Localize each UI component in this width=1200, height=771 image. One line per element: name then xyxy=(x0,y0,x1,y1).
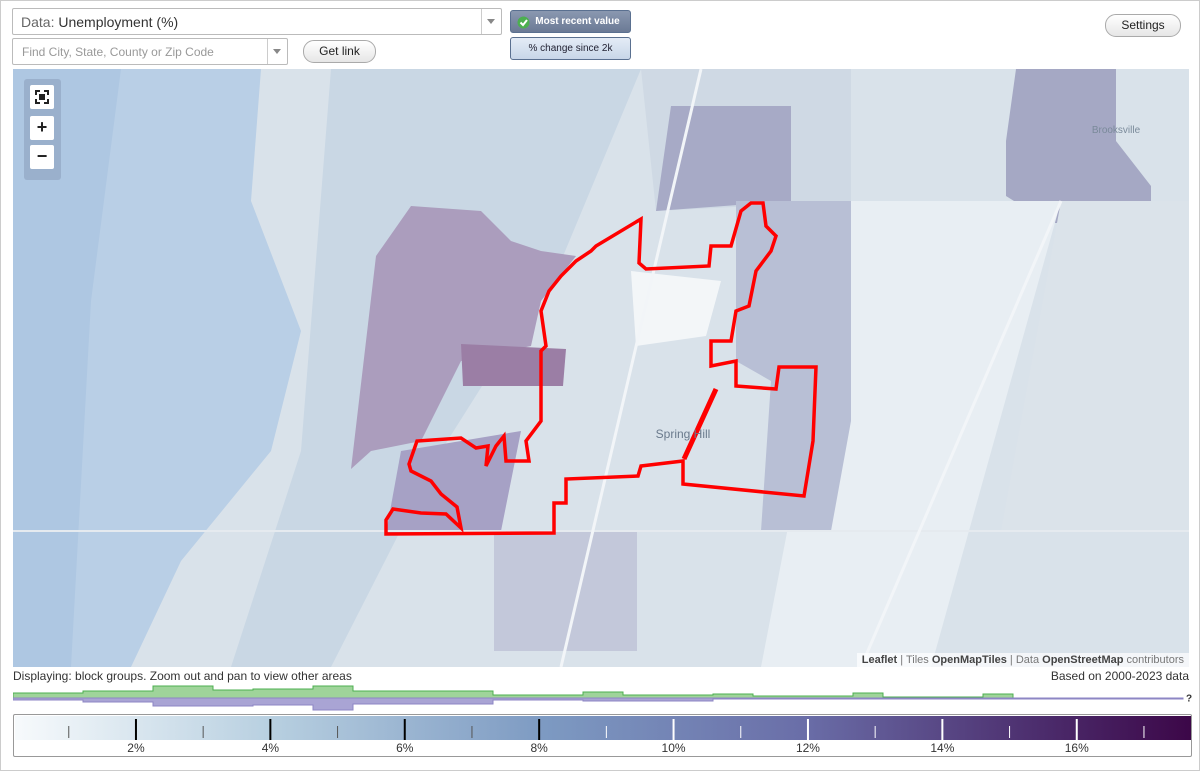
percent-change-toggle[interactable]: % change since 2k xyxy=(510,37,631,60)
data-value: Unemployment (%) xyxy=(58,14,179,30)
attribution: Leaflet | Tiles OpenMapTiles | Data Open… xyxy=(856,653,1189,667)
legend-tick-label: 4% xyxy=(262,741,280,755)
check-icon xyxy=(517,16,530,29)
search-placeholder: Find City, State, County or Zip Code xyxy=(22,45,214,59)
legend-tick-label: 16% xyxy=(1065,741,1089,755)
attr-data-label: Data xyxy=(1015,654,1040,666)
based-on-text: Based on 2000-2023 data xyxy=(1050,669,1189,683)
legend-frame xyxy=(13,714,1192,757)
map-canvas: Brooksville Spring Hill xyxy=(13,69,1189,667)
most-recent-toggle[interactable]: Most recent value xyxy=(510,10,631,33)
data-select[interactable]: Data: Unemployment (%) xyxy=(12,8,502,35)
attr-sep: | xyxy=(1009,654,1013,666)
place-label: Spring Hill xyxy=(656,427,711,441)
attr-data[interactable]: OpenStreetMap xyxy=(1042,654,1124,666)
attr-tiles[interactable]: OpenMapTiles xyxy=(931,654,1007,666)
zoom-control: + − xyxy=(24,79,61,180)
dropdown-arrow xyxy=(481,9,495,34)
attr-leaflet[interactable]: Leaflet xyxy=(861,654,898,666)
search-input[interactable]: Find City, State, County or Zip Code xyxy=(12,38,288,65)
settings-button[interactable]: Settings xyxy=(1105,14,1181,37)
legend-tick-label: 2% xyxy=(127,741,145,755)
legend-gradient xyxy=(15,716,1191,740)
map[interactable]: Brooksville Spring Hill + − Leaflet | Ti… xyxy=(13,69,1189,667)
legend-tick-label: 8% xyxy=(530,741,548,755)
get-link-button[interactable]: Get link xyxy=(303,40,376,63)
legend-tick-label: 6% xyxy=(396,741,414,755)
zoom-out-button[interactable]: − xyxy=(30,145,54,169)
fullscreen-button[interactable] xyxy=(30,85,54,109)
legend-tick-label: 10% xyxy=(662,741,686,755)
zoom-in-button[interactable]: + xyxy=(30,116,54,140)
attr-suffix: contributors xyxy=(1126,654,1184,666)
help-icon[interactable]: ? xyxy=(1186,694,1192,705)
displaying-text: Displaying: block groups. Zoom out and p… xyxy=(13,669,352,683)
data-label: Data: xyxy=(21,14,55,30)
dropdown-arrow xyxy=(267,39,281,64)
attr-tiles-label: Tiles xyxy=(905,654,929,666)
place-label: Brooksville xyxy=(1092,125,1141,136)
fullscreen-icon xyxy=(35,90,49,104)
legend-tick-label: 14% xyxy=(930,741,954,755)
legend-tick-label: 12% xyxy=(796,741,820,755)
histogram: ? xyxy=(13,685,1192,711)
attr-sep: | xyxy=(900,654,904,666)
most-recent-label: Most recent value xyxy=(535,16,620,27)
